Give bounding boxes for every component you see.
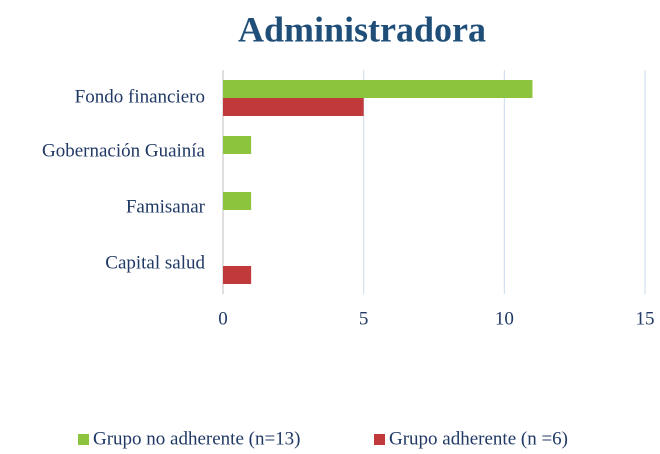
bar: [223, 266, 252, 284]
x-tick-label: 5: [359, 308, 369, 329]
legend-swatch: [374, 434, 385, 445]
x-tick-label: 0: [218, 308, 228, 329]
legend-swatch: [78, 434, 89, 445]
legend-label: Grupo no adherente (n=13): [93, 428, 301, 449]
bar: [223, 192, 252, 210]
chart-title: Administradora: [238, 9, 486, 49]
y-tick-label: Capital salud: [105, 252, 205, 273]
bar: [223, 98, 364, 116]
legend-label: Grupo adherente (n =6): [389, 428, 568, 449]
y-tick-label: Gobernación Guainía: [42, 140, 206, 161]
bar: [223, 136, 252, 154]
x-tick-label: 15: [636, 308, 655, 329]
x-tick-label: 10: [495, 308, 514, 329]
y-tick-label: Famisanar: [126, 196, 206, 217]
bar: [223, 80, 533, 98]
y-tick-label: Fondo financiero: [75, 86, 205, 107]
